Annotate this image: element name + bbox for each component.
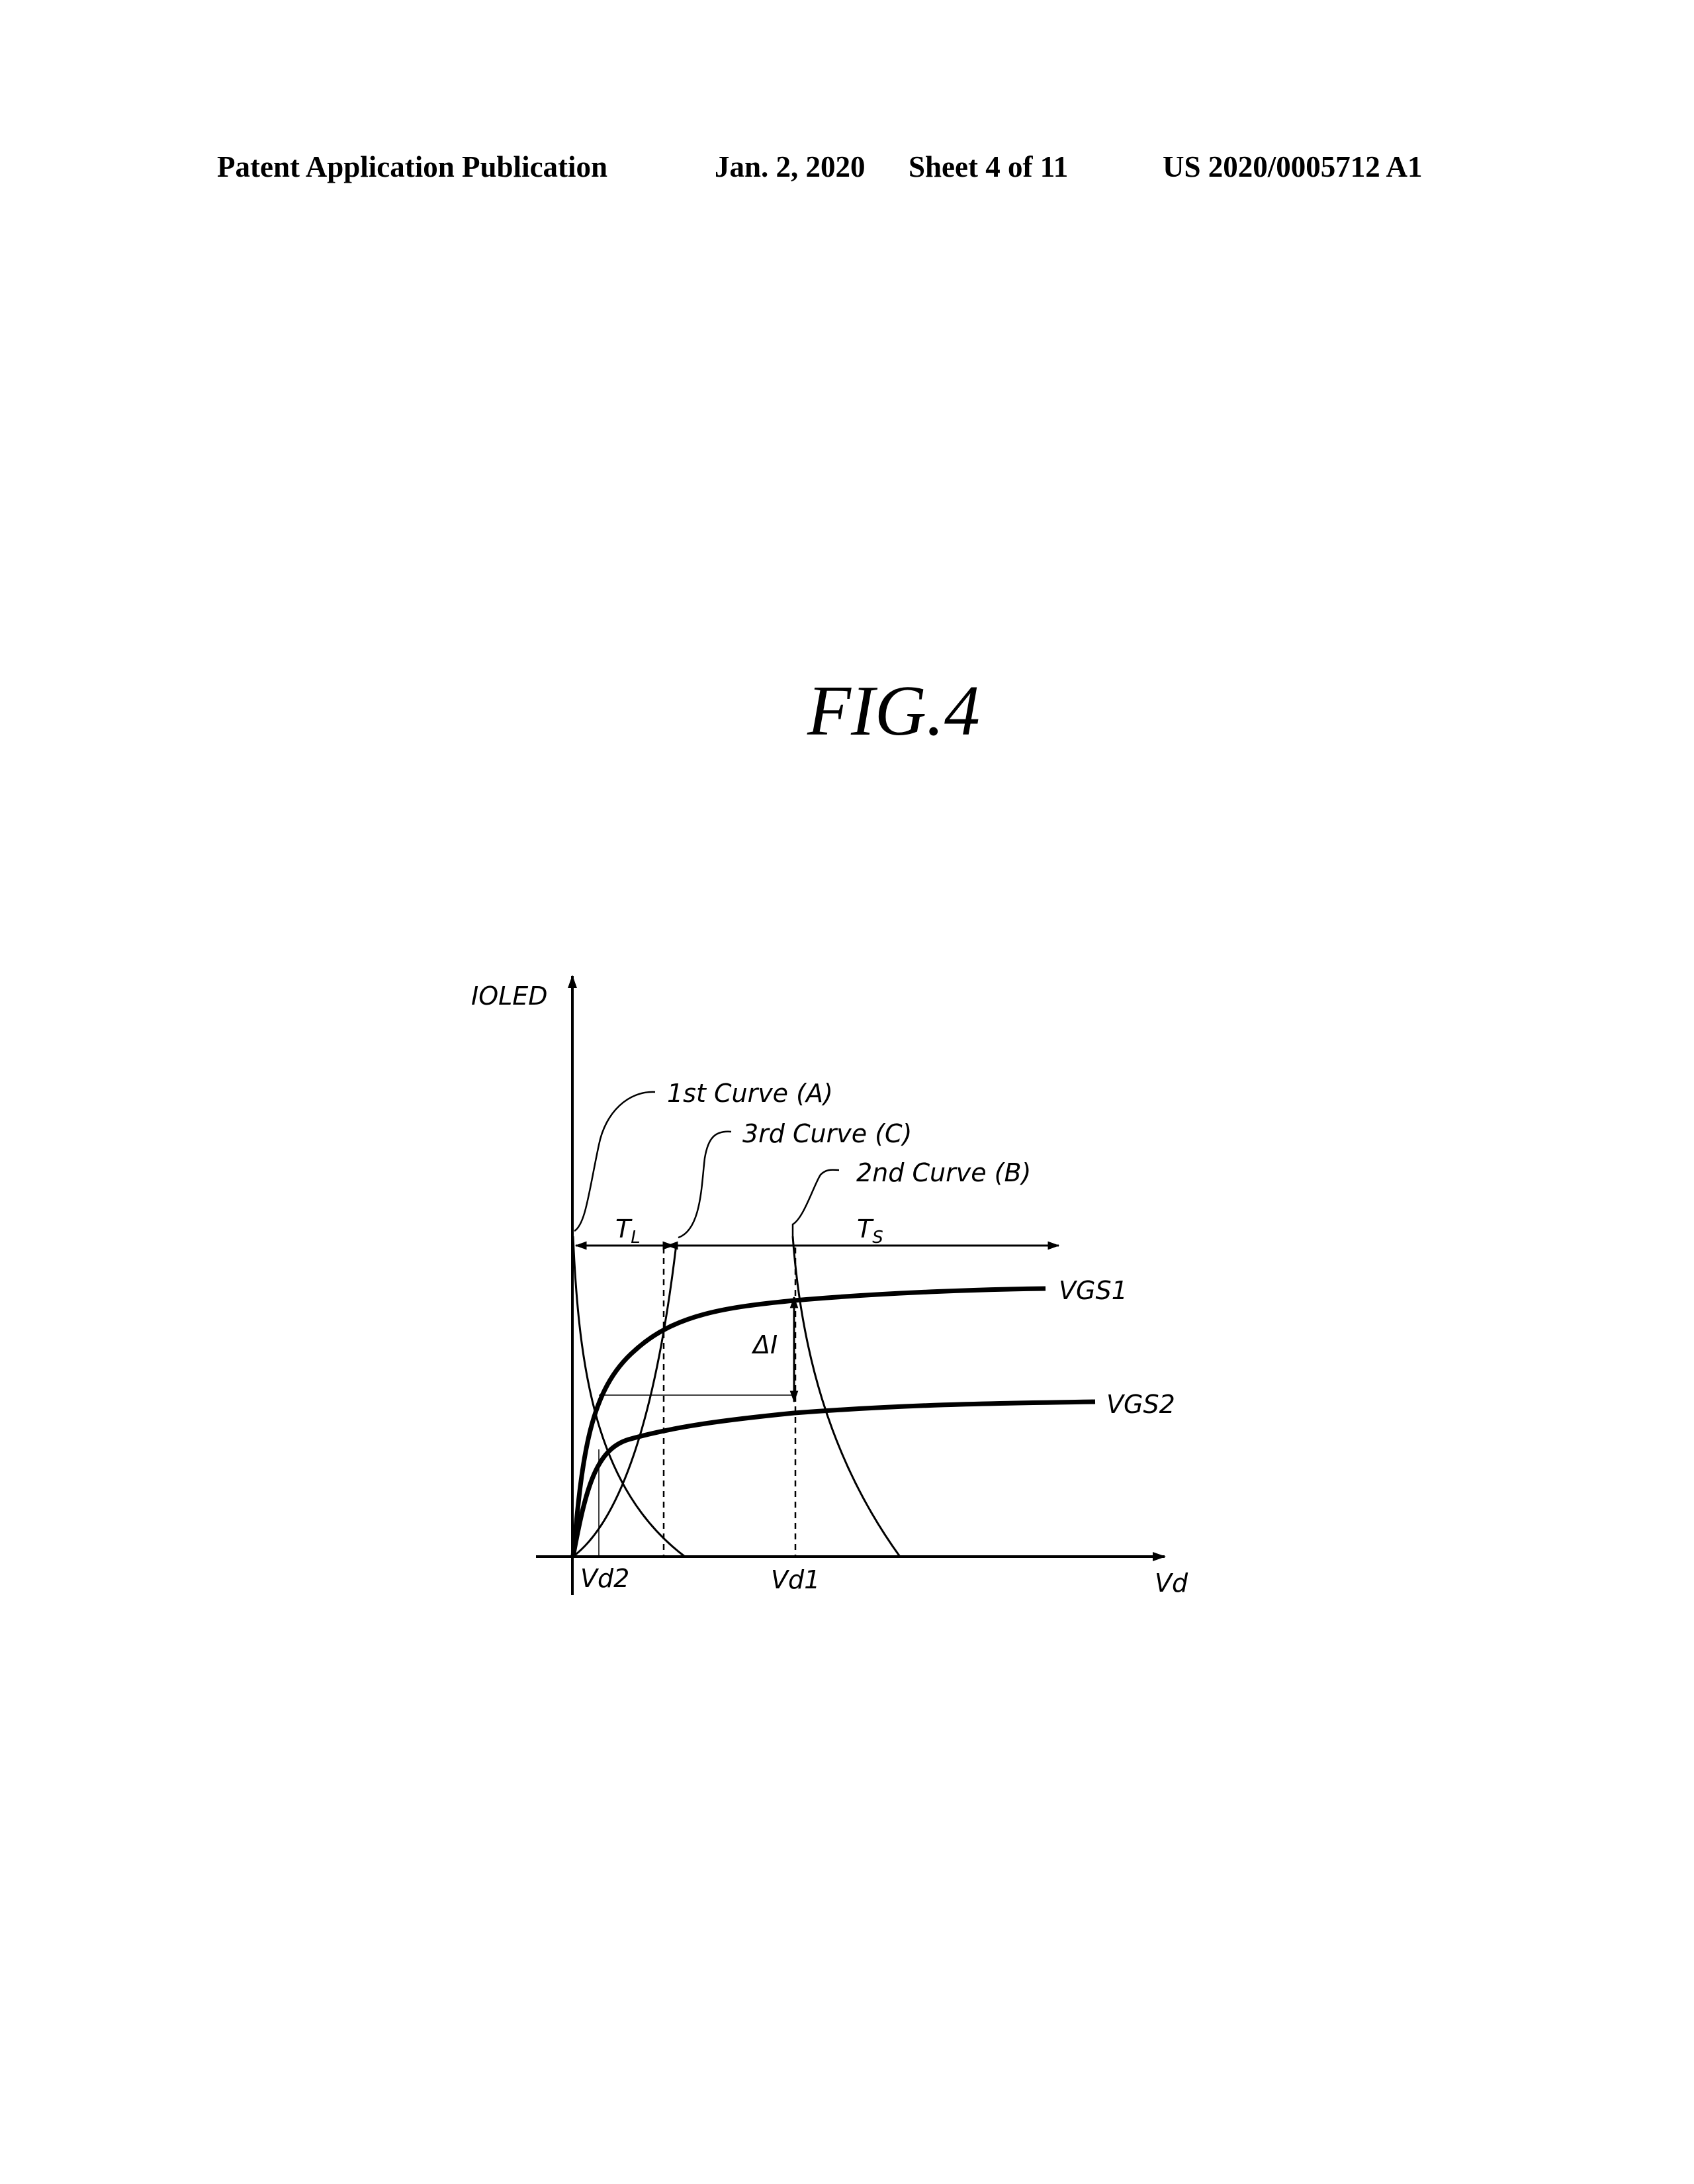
x-axis-label: Vd (1155, 1569, 1188, 1598)
first-curve-a (572, 1236, 686, 1558)
publication-label: Patent Application Publication (217, 150, 608, 183)
vgs2-label: VGS2 (1106, 1390, 1175, 1419)
vgs2-curve (570, 1399, 1096, 1557)
vd2-tick-label: Vd2 (580, 1564, 629, 1593)
tl-interval-label: TL (615, 1214, 641, 1248)
delta-i-label: ΔI (751, 1330, 778, 1359)
third-curve-c (572, 1244, 678, 1558)
figure-title: FIG.4 (807, 672, 980, 751)
second-curve-b (791, 1236, 901, 1557)
y-axis-label: IOLED (471, 981, 548, 1011)
curve-b-callout: 2nd Curve (B) (856, 1158, 1031, 1187)
vgs1-label: VGS1 (1059, 1276, 1128, 1305)
curve-c-callout: 3rd Curve (C) (742, 1119, 912, 1148)
publication-date: Jan. 2, 2020 (715, 150, 866, 183)
curve-a-leader (574, 1091, 656, 1232)
curve-c-leader (678, 1130, 732, 1239)
vd1-tick-label: Vd1 (771, 1565, 820, 1594)
ts-interval-label: TS (857, 1214, 883, 1248)
vgs1-curve (570, 1286, 1046, 1557)
curve-b-leader (791, 1169, 840, 1236)
patent-number: US 2020/0005712 A1 (1163, 150, 1423, 183)
page-header: Patent Application Publication Jan. 2, 2… (0, 147, 1694, 187)
sheet-number: Sheet 4 of 11 (909, 150, 1069, 183)
curve-a-callout: 1st Curve (A) (667, 1079, 833, 1108)
